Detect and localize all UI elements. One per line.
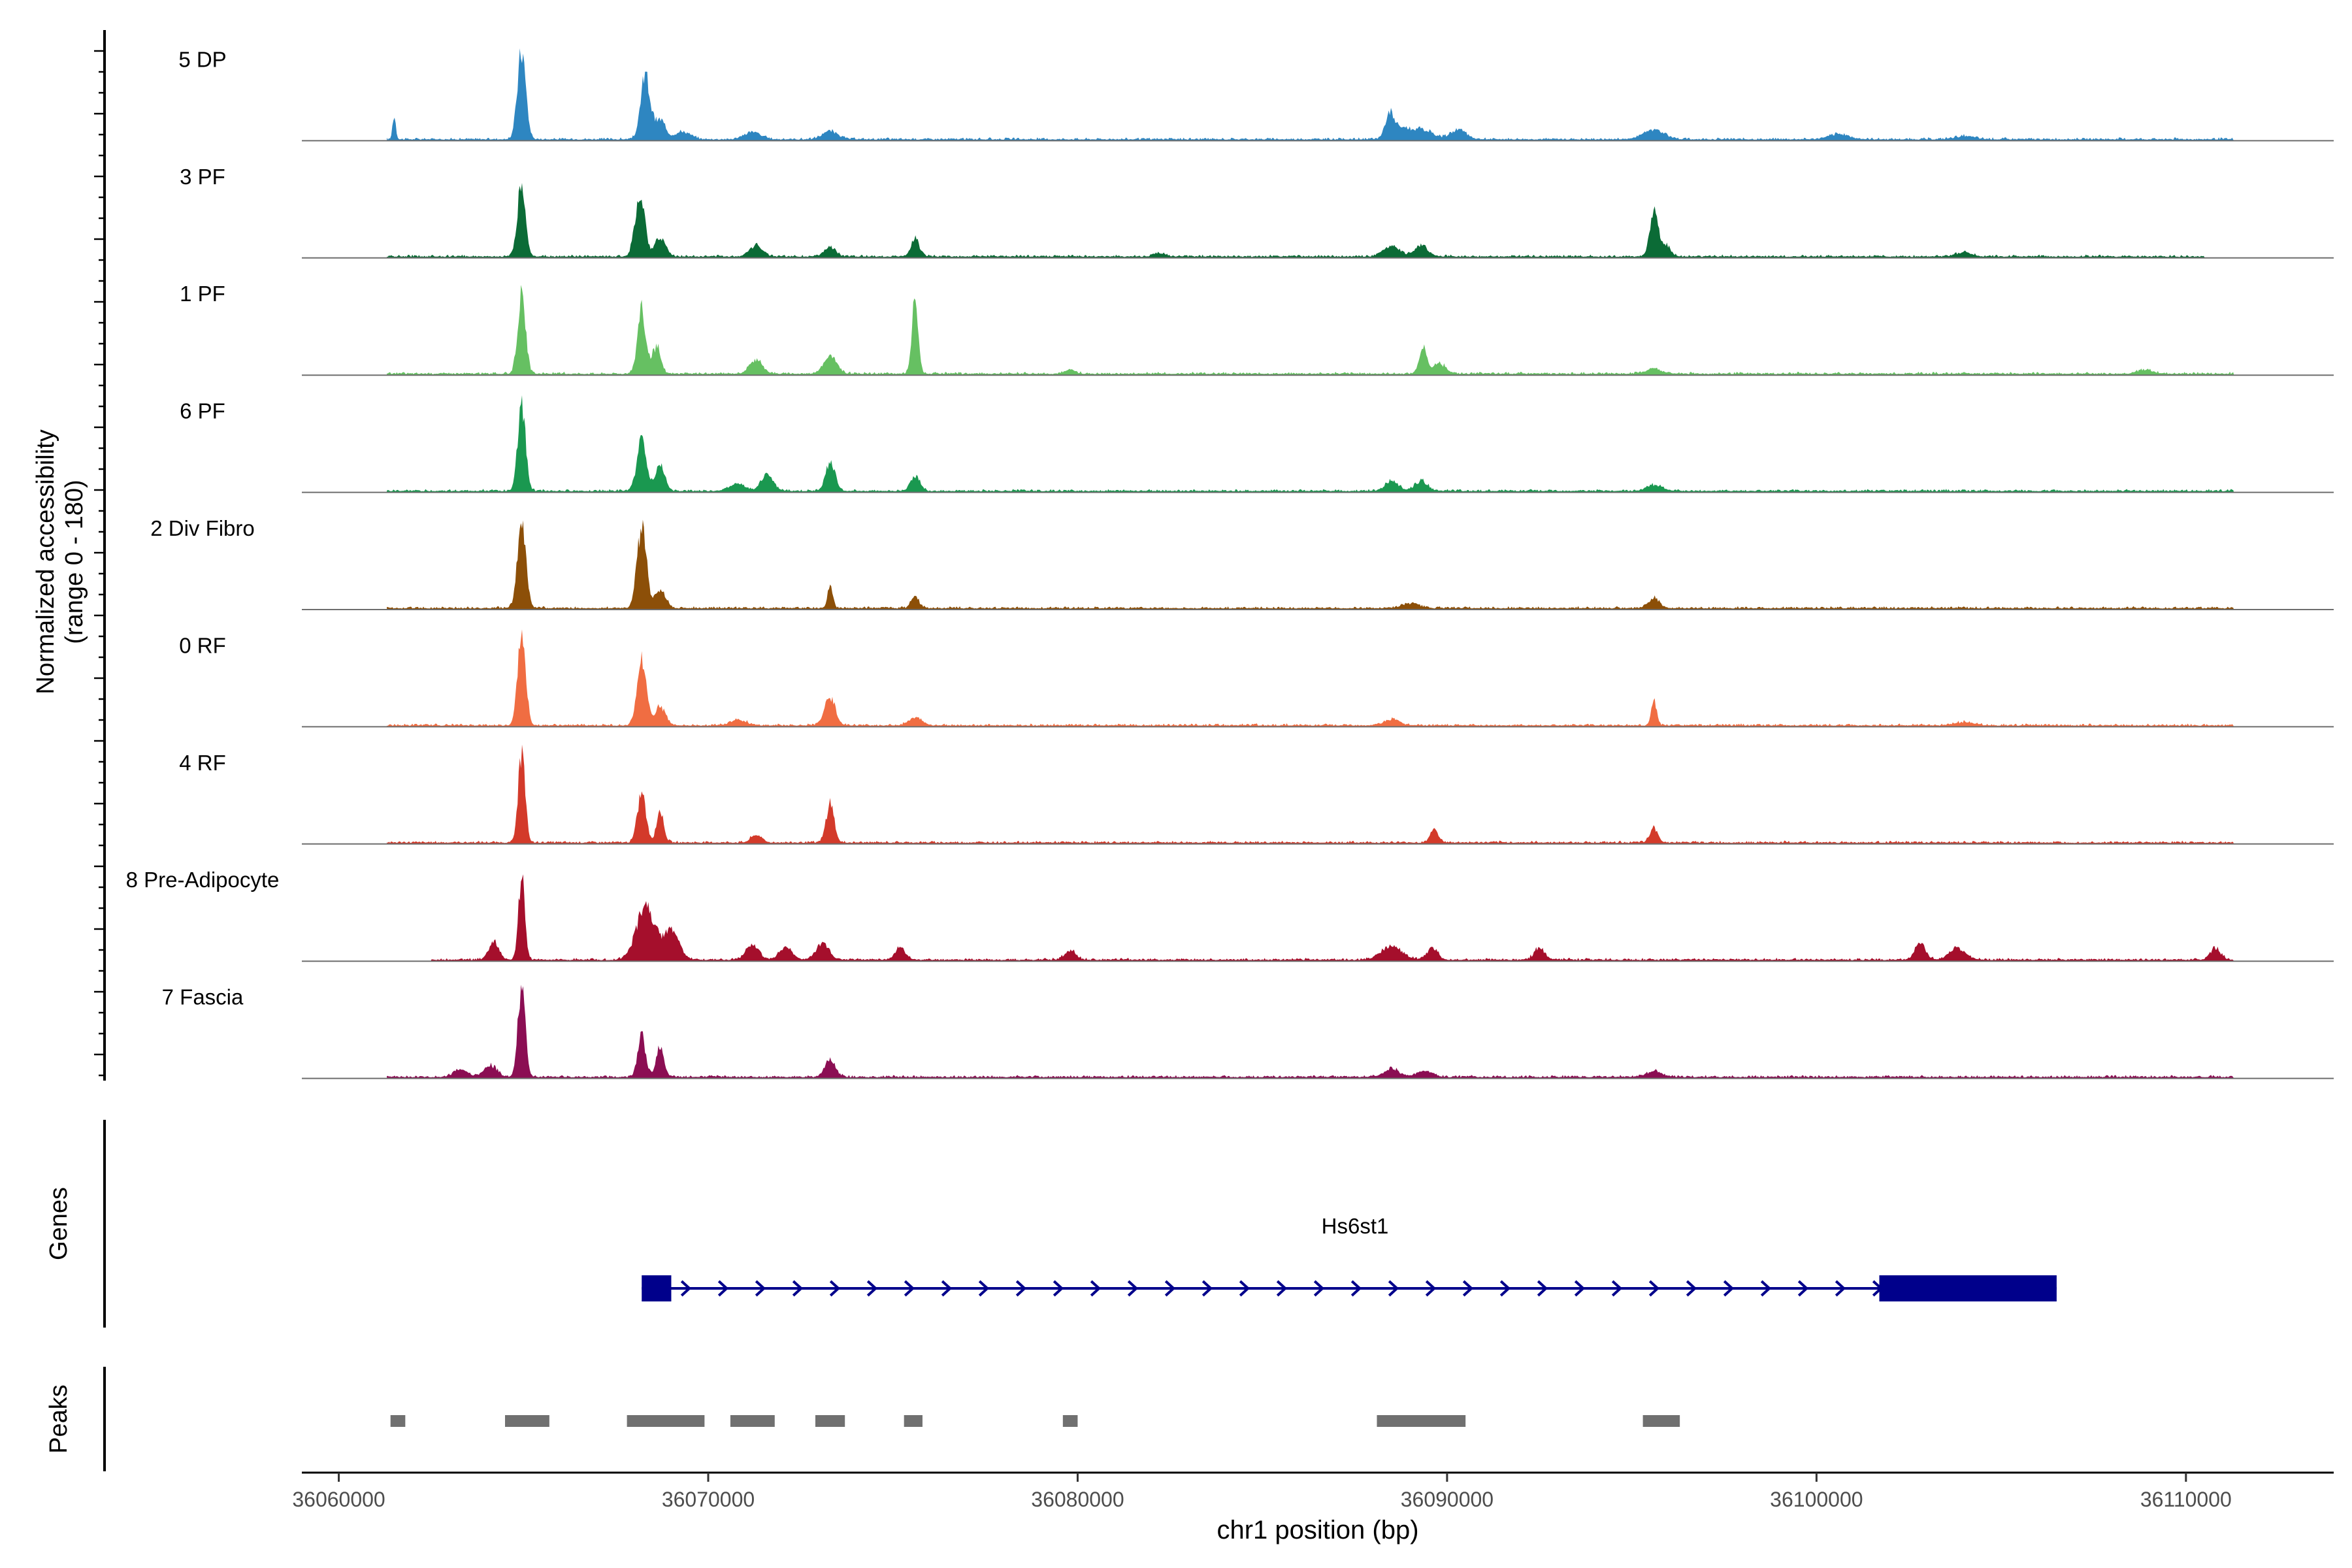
peaks-panel: Peaks <box>45 1367 1680 1471</box>
strand-arrow <box>680 1280 692 1297</box>
peak-region <box>390 1415 406 1427</box>
strand-arrow <box>1201 1280 1213 1297</box>
peak-region <box>815 1415 845 1427</box>
coverage-area <box>387 395 2234 493</box>
gene-name-label: Hs6st1 <box>1322 1214 1389 1238</box>
coverage-area <box>387 629 2234 727</box>
track-label: 6 PF <box>180 399 225 423</box>
peak-region <box>1062 1415 1078 1427</box>
strand-arrow <box>1164 1280 1176 1297</box>
strand-arrow <box>717 1280 729 1297</box>
x-tick-label: 36090000 <box>1401 1488 1494 1511</box>
x-ticks: 36060000 36070000 36080000 36090000 36100000… <box>292 1473 2232 1511</box>
peak-region <box>904 1415 923 1427</box>
strand-arrow <box>1127 1280 1139 1297</box>
gene-model: Hs6st1 <box>642 1214 2057 1301</box>
strand-arrow <box>1276 1280 1288 1297</box>
strand-arrow <box>1425 1280 1437 1297</box>
coverage-area <box>387 48 2234 141</box>
x-tick-label: 36080000 <box>1031 1488 1124 1511</box>
track-0-rf: 0 RF <box>179 629 2334 728</box>
strand-arrow <box>1090 1280 1102 1297</box>
strand-arrow <box>1686 1280 1697 1297</box>
x-axis: 36060000 36070000 36080000 36090000 36100000… <box>292 1471 2334 1544</box>
strand-arrow <box>1537 1280 1548 1297</box>
peak-region <box>730 1415 775 1427</box>
strand-arrow <box>1648 1280 1660 1297</box>
track-7-fascia: 7 Fascia <box>162 985 2334 1079</box>
strand-arrow <box>1797 1280 1809 1297</box>
strand-arrow <box>1723 1280 1735 1297</box>
track-5-dp: 5 DP <box>178 47 2334 142</box>
coverage-area <box>387 183 2205 258</box>
coverage-tracks: 5 DP 3 PF 1 PF 6 PF 2 Div Fibro 0 RF 4 RF 8 Pre… <box>126 47 2334 1079</box>
strand-arrow <box>978 1280 990 1297</box>
strand-arrow <box>792 1280 804 1297</box>
track-1-pf: 1 PF <box>180 282 2334 376</box>
coverage-area <box>431 874 2234 962</box>
x-tick-label: 36070000 <box>662 1488 755 1511</box>
peaks-label: Peaks <box>45 1384 73 1454</box>
strand-arrow <box>1239 1280 1250 1297</box>
peak-regions <box>390 1415 1680 1427</box>
track-label: 0 RF <box>179 633 226 657</box>
strand-arrow <box>941 1280 953 1297</box>
x-tick-label: 36060000 <box>292 1488 385 1511</box>
track-8-pre-adipocyte: 8 Pre-Adipocyte <box>126 868 2334 962</box>
track-label: 2 Div Fibro <box>150 516 255 540</box>
strand-arrow <box>1462 1280 1474 1297</box>
track-2-div-fibro: 2 Div Fibro <box>150 516 2334 610</box>
peak-region <box>505 1415 549 1427</box>
track-label: 5 DP <box>178 47 226 71</box>
track-6-pf: 6 PF <box>180 395 2334 493</box>
gene-exon <box>642 1275 672 1301</box>
track-4-rf: 4 RF <box>179 744 2334 845</box>
peak-region <box>1642 1415 1680 1427</box>
strand-arrow <box>1574 1280 1586 1297</box>
coverage-area <box>387 985 2234 1079</box>
x-axis-title: chr1 position (bp) <box>1217 1516 1418 1544</box>
strand-arrow <box>1760 1280 1772 1297</box>
peak-region <box>627 1415 705 1427</box>
strand-arrow <box>829 1280 841 1297</box>
genes-label: Genes <box>45 1187 73 1260</box>
track-label: 4 RF <box>179 751 226 775</box>
strand-arrow <box>904 1280 915 1297</box>
strand-arrow <box>755 1280 766 1297</box>
gene-exon <box>1879 1275 2057 1301</box>
y-axis-title-line2: (range 0 - 180) <box>61 480 88 644</box>
coverage-area <box>387 285 2234 376</box>
coverage-area <box>387 744 2234 844</box>
x-tick-label: 36100000 <box>1770 1488 1863 1511</box>
strand-arrow <box>866 1280 878 1297</box>
track-label: 8 Pre-Adipocyte <box>126 868 280 892</box>
coverage-area <box>387 519 2234 610</box>
genes-panel: Genes Hs6st1 <box>45 1120 2057 1328</box>
track-label: 1 PF <box>180 282 225 306</box>
strand-arrow <box>1835 1280 1846 1297</box>
coverage-y-axis <box>94 30 106 1081</box>
peak-region <box>1377 1415 1466 1427</box>
x-tick-label: 36110000 <box>2140 1488 2232 1511</box>
track-label: 7 Fascia <box>162 985 244 1009</box>
strand-arrow <box>1015 1280 1027 1297</box>
track-label: 3 PF <box>180 165 225 189</box>
strand-arrow <box>1350 1280 1362 1297</box>
strand-arrow <box>1053 1280 1064 1297</box>
y-axis-title-line1: Normalized accessibility <box>32 429 59 694</box>
strand-arrow <box>1388 1280 1399 1297</box>
strand-arrow <box>1499 1280 1511 1297</box>
strand-arrow <box>1313 1280 1325 1297</box>
strand-arrow <box>1611 1280 1623 1297</box>
track-3-pf: 3 PF <box>180 165 2334 259</box>
